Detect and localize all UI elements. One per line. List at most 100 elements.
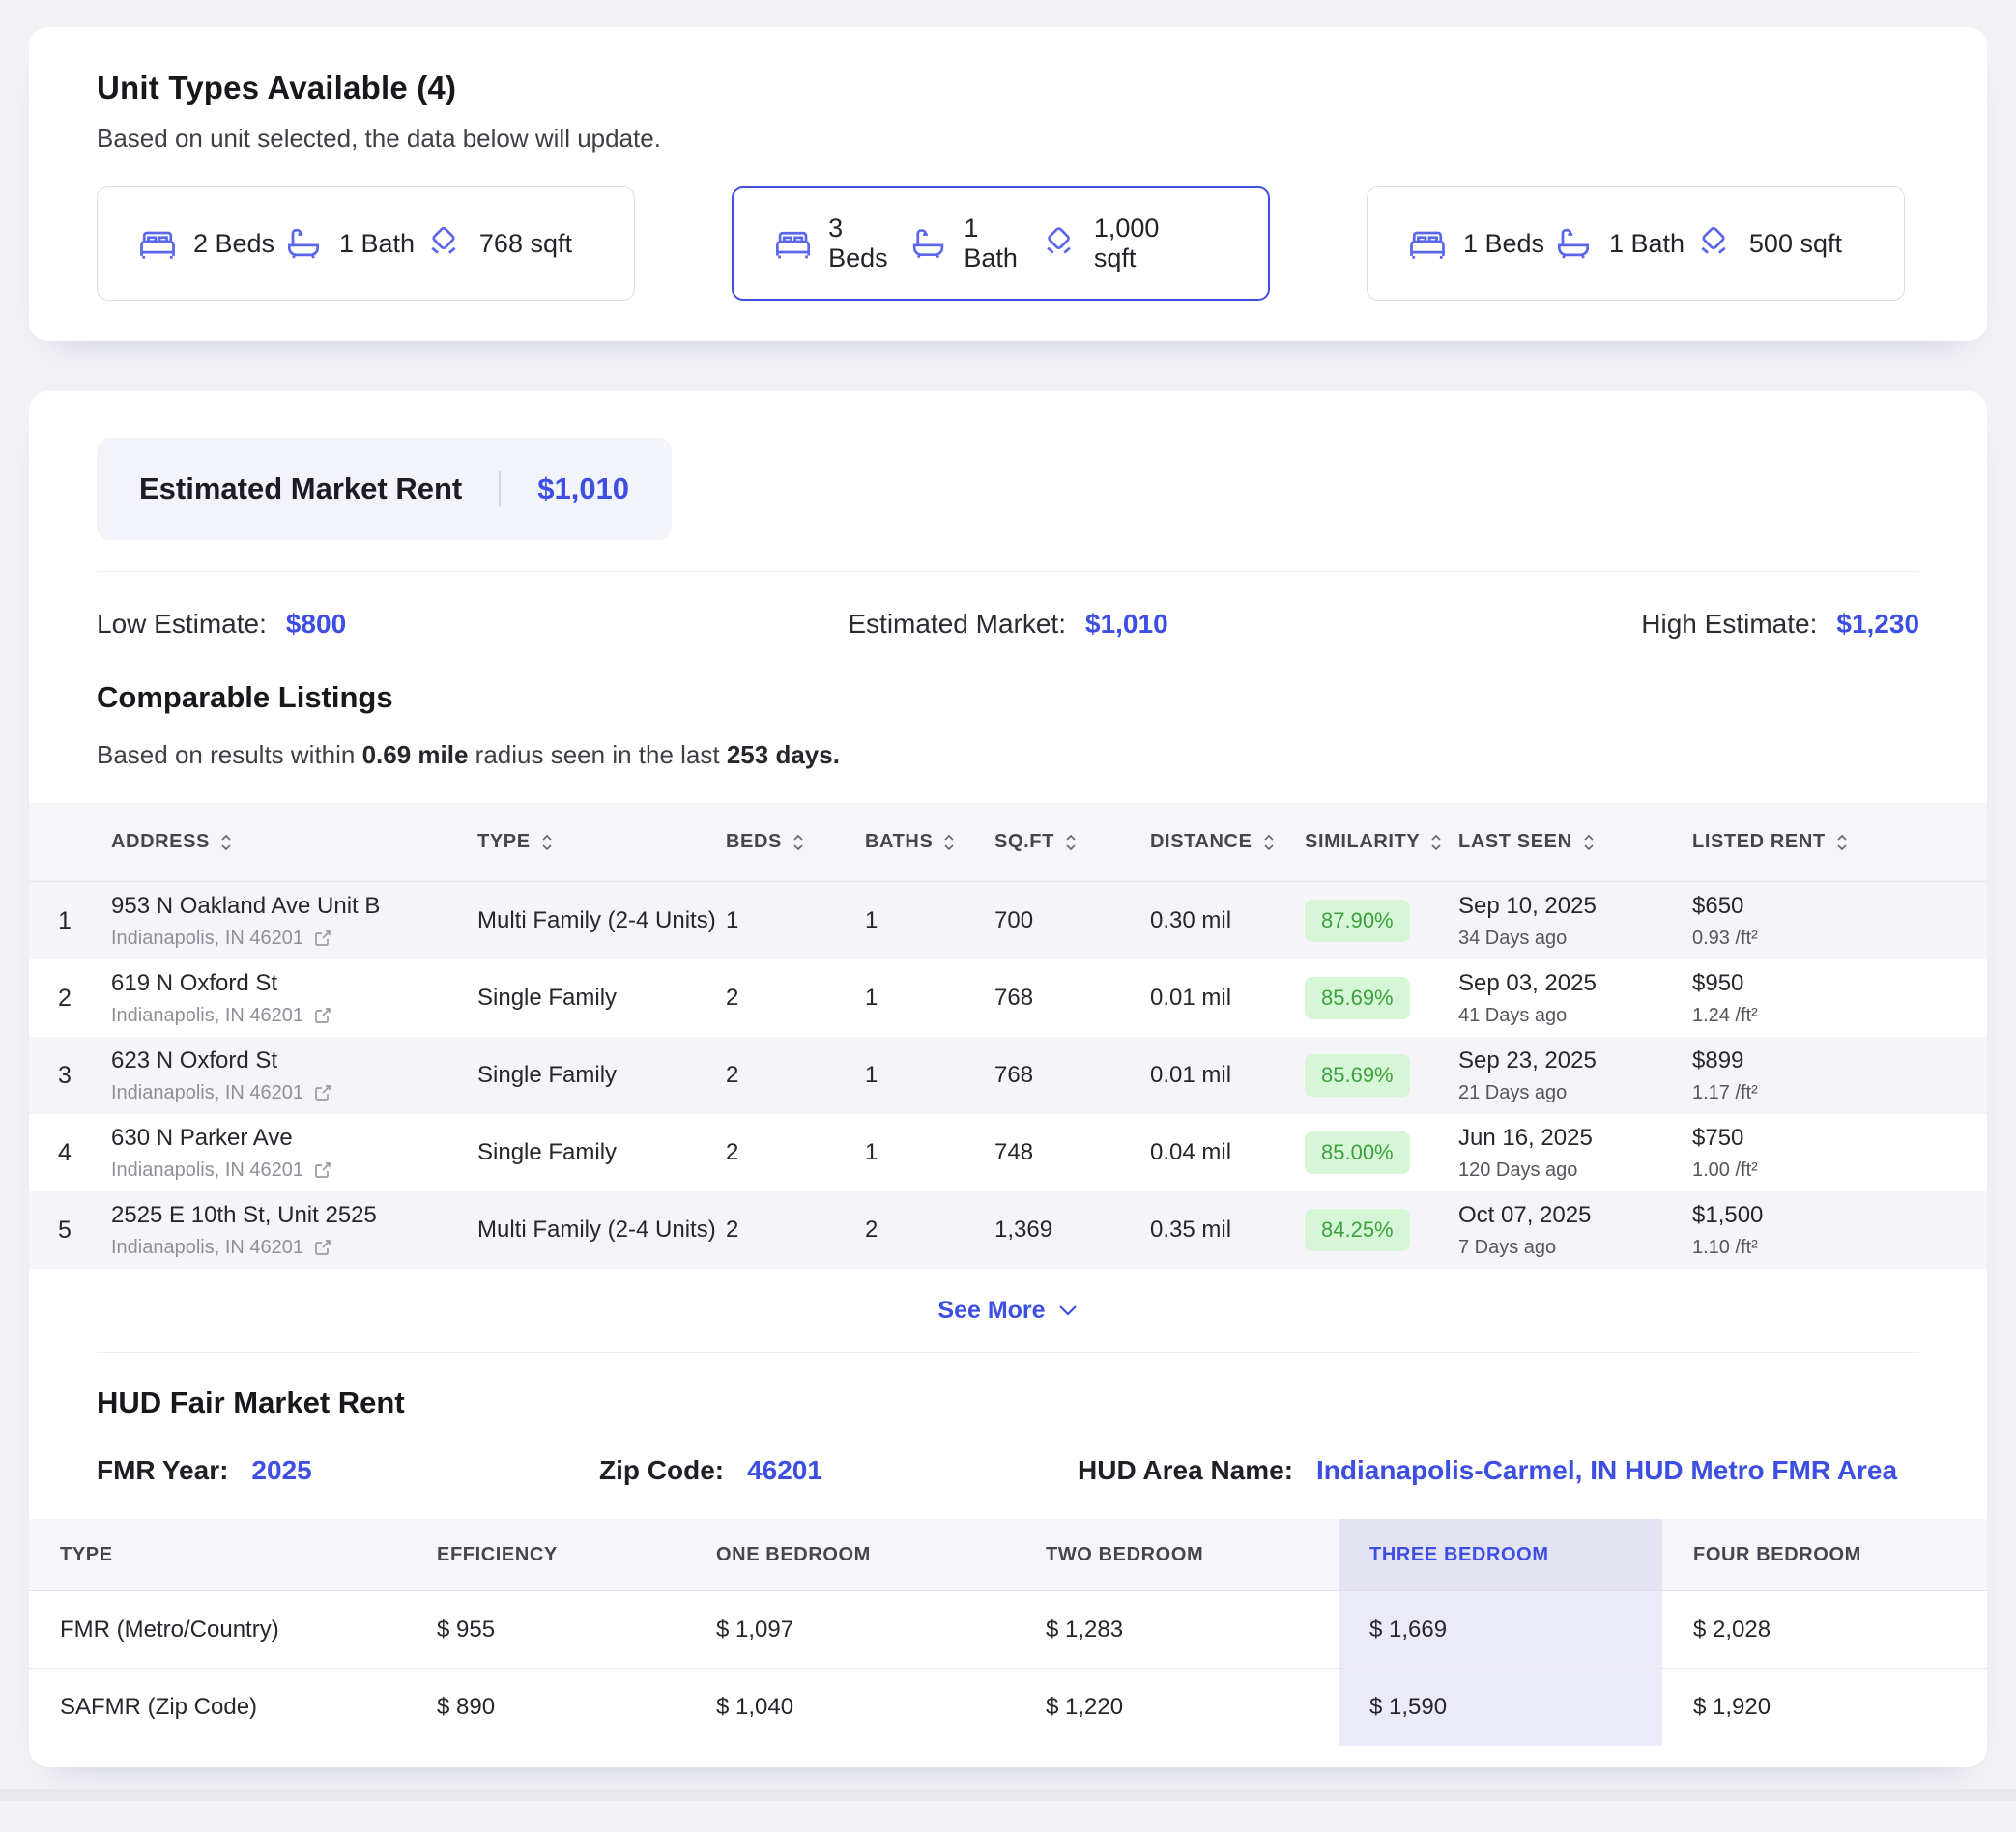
emr-value: $1,010 [537, 472, 630, 505]
estimated-market-rent-badge: Estimated Market Rent $1,010 [97, 438, 673, 540]
sqft-cell: 748 [994, 1139, 1034, 1165]
type-cell: Single Family [477, 1062, 618, 1088]
header-listed-rent[interactable]: LISTED RENT [1692, 831, 1987, 853]
bed-icon [776, 231, 811, 259]
table-row: 2 619 N Oxford St Indianapolis, IN 46201… [29, 959, 1987, 1037]
hud-fmr-table: TYPE EFFICIENCY ONE BEDROOM TWO BEDROOM … [29, 1519, 1987, 1746]
header-beds[interactable]: BEDS [726, 831, 865, 853]
unit-card-2bed[interactable]: 2 Beds 1 Bath 768 sqft [97, 186, 635, 301]
row-number: 1 [58, 906, 72, 934]
unit-card-3bed-selected[interactable]: 3 Beds 1 Bath 1,000 sqft [732, 186, 1270, 301]
row-number: 2 [58, 984, 72, 1012]
city-line: Indianapolis, IN 46201 [111, 1236, 304, 1258]
header-address[interactable]: ADDRESS [111, 831, 477, 853]
estimated-market-value: $1,010 [1085, 609, 1168, 639]
address-cell: 619 N Oxford St Indianapolis, IN 46201 [111, 970, 477, 1027]
last-seen-cell: Jun 16, 2025 120 Days ago [1458, 1124, 1593, 1181]
hud-header-two-bedroom: TWO BEDROOM [1046, 1543, 1204, 1565]
distance-cell: 0.01 mil [1150, 985, 1232, 1011]
hud-two-bedroom-cell: $ 1,220 [1046, 1694, 1124, 1720]
sqft-spec: 1,000 sqft [1038, 214, 1206, 273]
fmr-year: FMR Year: 2025 [97, 1455, 312, 1485]
hud-row-safmr: SAFMR (Zip Code) $ 890 $ 1,040 $ 1,220 $… [29, 1669, 1987, 1746]
hud-title: HUD Fair Market Rent [97, 1386, 405, 1419]
similarity-cell: 85.69% [1305, 977, 1458, 1019]
listed-rent-cell: $650 0.93 /ft² [1692, 892, 1758, 949]
row-number: 3 [58, 1061, 72, 1089]
market-rent-card: Estimated Market Rent $1,010 Low Estimat… [29, 391, 1987, 1767]
high-estimate-label: High Estimate: [1641, 609, 1818, 639]
hud-row-fmr: FMR (Metro/Country) $ 955 $ 1,097 $ 1,28… [29, 1591, 1987, 1669]
table-header-row: ADDRESS TYPE BEDS BATHS SQ.FT DISTANCE S… [29, 803, 1987, 882]
address-line: 630 N Parker Ave [111, 1124, 293, 1151]
similarity-cell: 85.00% [1305, 1131, 1458, 1174]
type-cell: Single Family [477, 1139, 618, 1165]
zip-code: Zip Code: 46201 [599, 1455, 822, 1485]
external-link-icon[interactable] [313, 1083, 332, 1102]
beds-label: 1 Beds [1463, 228, 1545, 258]
header-similarity[interactable]: SIMILARITY [1305, 831, 1458, 853]
sort-icon [1431, 834, 1441, 850]
baths-label: 1 Bath [1608, 228, 1685, 258]
sqft-label: 1,000 sqft [1093, 214, 1160, 272]
hud-type-cell: FMR (Metro/Country) [60, 1616, 279, 1643]
listed-rent-cell: $950 1.24 /ft² [1692, 969, 1758, 1026]
header-sqft[interactable]: SQ.FT [994, 831, 1150, 853]
address-line: 619 N Oxford St [111, 969, 278, 996]
hud-type-cell: SAFMR (Zip Code) [60, 1694, 258, 1720]
hud-area-name-value[interactable]: Indianapolis-Carmel, IN HUD Metro FMR Ar… [1316, 1455, 1898, 1485]
external-link-icon[interactable] [313, 1006, 332, 1025]
comparable-listings-table: ADDRESS TYPE BEDS BATHS SQ.FT DISTANCE S… [29, 803, 1987, 1269]
sort-icon [1584, 834, 1594, 850]
header-last-seen[interactable]: LAST SEEN [1458, 831, 1692, 853]
sqft-cell: 768 [994, 985, 1034, 1011]
sqft-spec: 768 sqft [422, 222, 572, 265]
similarity-cell: 87.90% [1305, 900, 1458, 942]
baths-spec: 1 Bath [282, 222, 415, 265]
similarity-badge: 85.00% [1305, 1131, 1410, 1174]
sort-icon [1837, 834, 1847, 850]
address-cell: 953 N Oakland Ave Unit B Indianapolis, I… [111, 893, 477, 950]
distance-cell: 0.30 mil [1150, 907, 1232, 933]
bath-icon [1557, 228, 1589, 259]
city-line: Indianapolis, IN 46201 [111, 1159, 304, 1181]
last-seen-cell: Sep 10, 2025 34 Days ago [1458, 892, 1597, 949]
emr-label: Estimated Market Rent [139, 472, 463, 505]
divider [97, 571, 1919, 572]
unit-card-1bed[interactable]: 1 Beds 1 Bath 500 sqft [1367, 186, 1905, 301]
distance-cell: 0.01 mil [1150, 1062, 1232, 1088]
sqft-label: 768 sqft [478, 228, 572, 258]
address-line: 623 N Oxford St [111, 1046, 278, 1073]
header-baths[interactable]: BATHS [865, 831, 994, 853]
low-estimate-value: $800 [285, 609, 347, 639]
address-line: 2525 E 10th St, Unit 2525 [111, 1201, 377, 1228]
beds-cell: 1 [726, 907, 739, 933]
header-type[interactable]: TYPE [477, 831, 726, 853]
header-distance[interactable]: DISTANCE [1150, 831, 1305, 853]
beds-spec: 2 Beds [136, 222, 274, 265]
external-link-icon[interactable] [313, 1238, 332, 1257]
sqft-label: 500 sqft [1748, 228, 1842, 258]
last-seen-cell: Oct 07, 2025 7 Days ago [1458, 1201, 1592, 1258]
hud-four-bedroom-cell: $ 2,028 [1693, 1616, 1771, 1643]
city-line: Indianapolis, IN 46201 [111, 1081, 304, 1103]
unit-type-selector: 2 Beds 1 Bath 768 sqft 3 Beds 1 Bath [97, 186, 1919, 301]
row-number: 4 [58, 1138, 72, 1166]
sqft-cell: 1,369 [994, 1217, 1053, 1243]
table-row: 1 953 N Oakland Ave Unit B Indianapolis,… [29, 882, 1987, 959]
hud-one-bedroom-cell: $ 1,097 [716, 1616, 794, 1643]
see-more-button[interactable]: See More [29, 1269, 1987, 1352]
type-cell: Multi Family (2-4 Units) [477, 1217, 716, 1243]
bath-icon [287, 228, 319, 259]
unit-types-subtitle: Based on unit selected, the data below w… [97, 124, 661, 153]
baths-label: 1 Bath [964, 214, 1018, 272]
external-link-icon[interactable] [313, 929, 332, 948]
similarity-cell: 85.69% [1305, 1054, 1458, 1097]
baths-cell: 1 [865, 1062, 878, 1088]
low-estimate: Low Estimate: $800 [97, 609, 705, 640]
listed-rent-cell: $750 1.00 /ft² [1692, 1124, 1758, 1181]
divider [97, 1352, 1919, 1353]
external-link-icon[interactable] [313, 1160, 332, 1180]
sort-icon [1263, 834, 1274, 850]
badge-divider [499, 471, 502, 507]
